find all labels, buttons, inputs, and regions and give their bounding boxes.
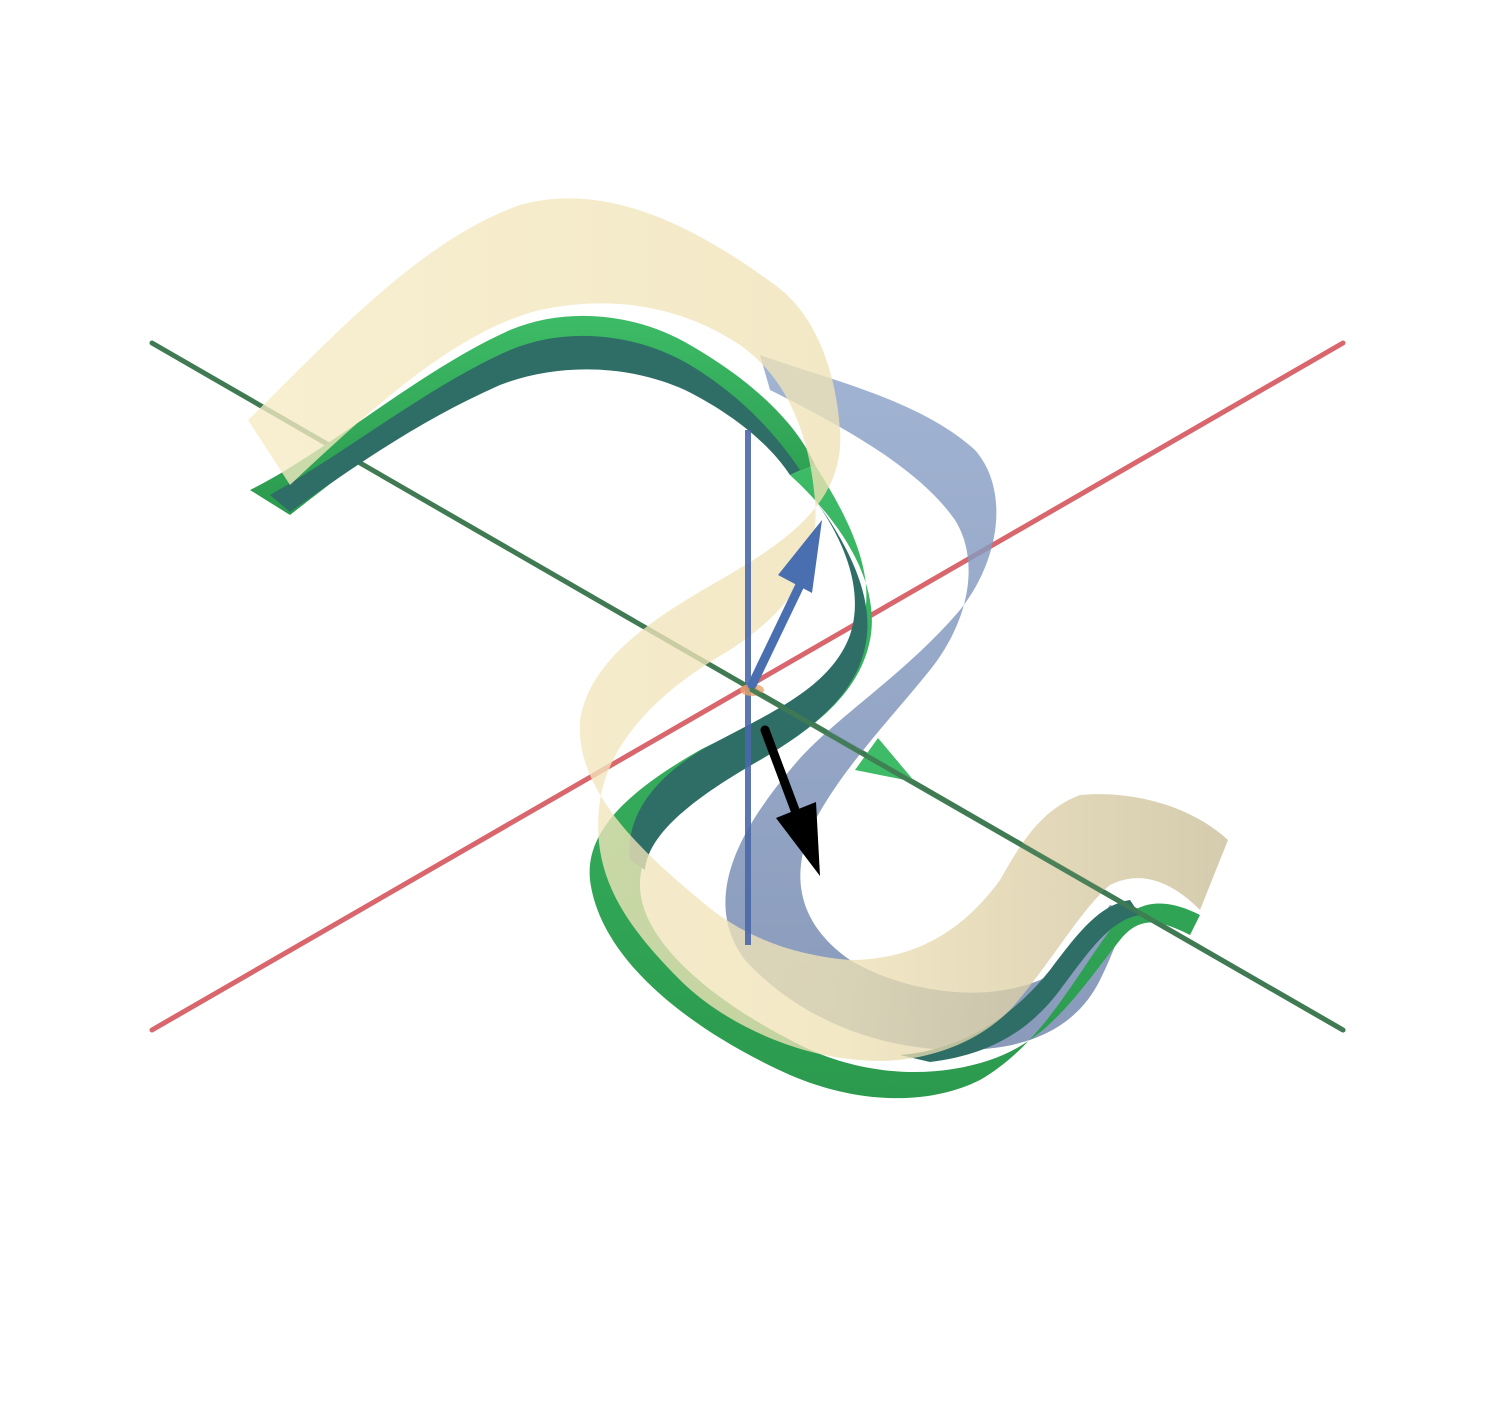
cream-ribbon-surface [248,198,1228,1061]
green-ribbon-upper-inner [270,335,800,512]
y-axis-front-segment [749,687,1346,1033]
blue-ribbon-surface [725,355,1130,1050]
green-ribbon-inner-band [629,480,868,870]
black-vector-shaft [760,725,800,815]
green-vector-head [855,738,915,782]
black-vector-head [776,802,820,876]
green-ribbon-bottom-inner [900,900,1140,1062]
blue-vector-head [778,520,822,593]
blue-vector-shaft [747,580,805,690]
